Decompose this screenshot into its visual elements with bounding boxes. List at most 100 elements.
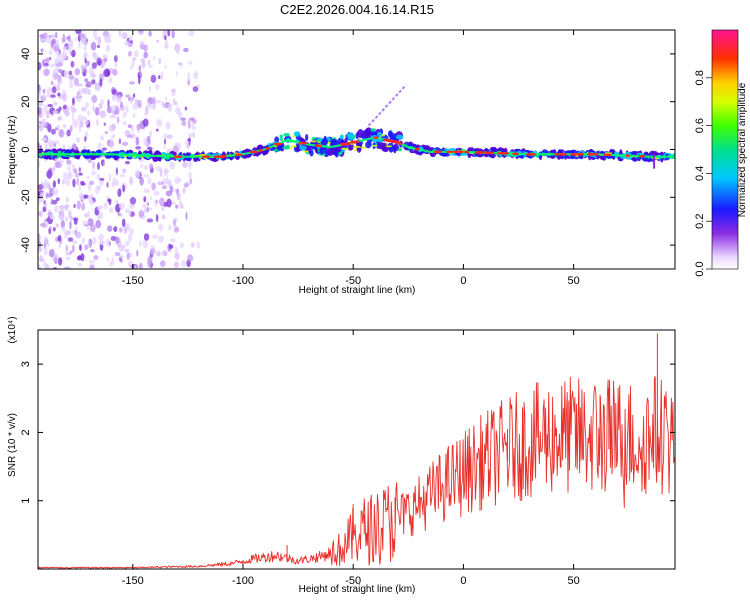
noise-blob bbox=[99, 177, 105, 181]
noise-blob bbox=[99, 240, 106, 246]
noise-blob bbox=[136, 123, 141, 131]
noise-blob bbox=[124, 208, 130, 214]
noise-blob bbox=[147, 146, 153, 151]
noise-blob bbox=[80, 182, 86, 186]
ridge-hotspot bbox=[434, 150, 440, 154]
noise-blob bbox=[146, 101, 151, 109]
noise-blob bbox=[148, 30, 152, 37]
noise-blob bbox=[148, 207, 153, 211]
noise-blob bbox=[115, 236, 120, 244]
ridge-hotspot bbox=[297, 142, 308, 145]
noise-blob bbox=[139, 240, 142, 247]
noise-blob bbox=[108, 173, 112, 182]
snr-series-line bbox=[38, 376, 675, 569]
noise-blob bbox=[182, 187, 186, 194]
noise-blob bbox=[125, 94, 131, 98]
noise-blob bbox=[121, 32, 128, 39]
ridge-hotspot bbox=[373, 136, 379, 139]
noise-blob bbox=[114, 251, 121, 257]
noise-blob bbox=[55, 223, 59, 228]
noise-blob bbox=[76, 255, 82, 261]
noise-blob bbox=[99, 110, 107, 118]
noise-blob bbox=[49, 63, 56, 68]
ridge-blob bbox=[389, 132, 394, 140]
noise-blob bbox=[52, 227, 56, 232]
noise-blob bbox=[187, 254, 194, 262]
noise-blob bbox=[57, 234, 62, 242]
noise-blob bbox=[135, 136, 140, 146]
noise-blob bbox=[173, 98, 176, 106]
noise-blob bbox=[38, 102, 44, 107]
noise-blob bbox=[78, 192, 84, 201]
noise-blob bbox=[47, 104, 53, 108]
noise-blob bbox=[115, 167, 118, 176]
ridge-hotspot bbox=[452, 150, 458, 154]
noise-blob bbox=[161, 214, 166, 220]
noise-blob bbox=[113, 226, 118, 232]
noise-blob bbox=[103, 34, 110, 43]
noise-blob bbox=[169, 161, 176, 170]
noise-blob bbox=[52, 110, 59, 115]
noise-blob bbox=[142, 239, 149, 249]
ridge-blob bbox=[352, 145, 361, 148]
noise-blob bbox=[193, 71, 199, 80]
noise-blob bbox=[90, 41, 97, 51]
noise-blob bbox=[65, 177, 71, 187]
noise-blob bbox=[92, 104, 95, 113]
noise-blob bbox=[78, 262, 82, 268]
noise-blob bbox=[52, 188, 59, 196]
noise-blob bbox=[71, 112, 74, 121]
noise-blob bbox=[38, 246, 43, 253]
noise-blob bbox=[188, 172, 192, 179]
noise-blob bbox=[91, 79, 96, 85]
noise-blob bbox=[188, 60, 193, 65]
noise-blob bbox=[52, 71, 59, 81]
spectrogram-ytick-label: -40 bbox=[20, 237, 32, 253]
noise-blob bbox=[143, 205, 147, 214]
noise-blob bbox=[59, 80, 63, 85]
noise-blob bbox=[87, 183, 92, 192]
ridge-blob bbox=[327, 146, 334, 156]
noise-blob bbox=[63, 69, 69, 79]
noise-blob bbox=[130, 125, 135, 132]
ridge-hotspot bbox=[579, 152, 584, 156]
noise-blob bbox=[65, 244, 68, 253]
ridge-blob bbox=[395, 134, 404, 140]
noise-blob bbox=[69, 79, 74, 89]
noise-blob bbox=[150, 247, 156, 255]
noise-blob bbox=[143, 44, 148, 52]
noise-blob bbox=[42, 59, 45, 67]
ridge-blob bbox=[276, 143, 283, 151]
noise-blob bbox=[66, 129, 71, 137]
noise-blob bbox=[91, 95, 98, 103]
noise-blob bbox=[46, 242, 50, 248]
noise-blob bbox=[132, 57, 137, 61]
ridge-blob bbox=[282, 146, 290, 150]
noise-blob bbox=[112, 177, 117, 186]
colorbar-tick-label: 0.6 bbox=[694, 118, 706, 133]
noise-blob bbox=[143, 111, 149, 116]
snr-ytick-label: 2 bbox=[20, 429, 32, 435]
noise-blob bbox=[147, 258, 152, 267]
noise-blob bbox=[128, 211, 132, 216]
noise-blob bbox=[122, 111, 127, 118]
noise-blob bbox=[38, 90, 41, 98]
noise-blob bbox=[40, 137, 48, 142]
noise-blob bbox=[175, 101, 178, 106]
noise-blob bbox=[109, 115, 116, 119]
noise-blob bbox=[55, 124, 61, 129]
noise-blob bbox=[42, 88, 46, 94]
noise-blob bbox=[66, 197, 69, 203]
noise-blob bbox=[80, 253, 85, 262]
ridge-hotspot bbox=[554, 152, 559, 156]
noise-blob bbox=[93, 255, 99, 261]
noise-blob bbox=[91, 170, 97, 176]
noise-blob bbox=[131, 60, 135, 67]
noise-blob bbox=[178, 142, 181, 150]
noise-blob bbox=[38, 210, 43, 217]
noise-blob bbox=[84, 78, 89, 83]
noise-blob bbox=[148, 59, 151, 67]
ridge-blob bbox=[279, 137, 284, 142]
noise-blob bbox=[142, 118, 149, 127]
noise-blob bbox=[101, 54, 108, 59]
